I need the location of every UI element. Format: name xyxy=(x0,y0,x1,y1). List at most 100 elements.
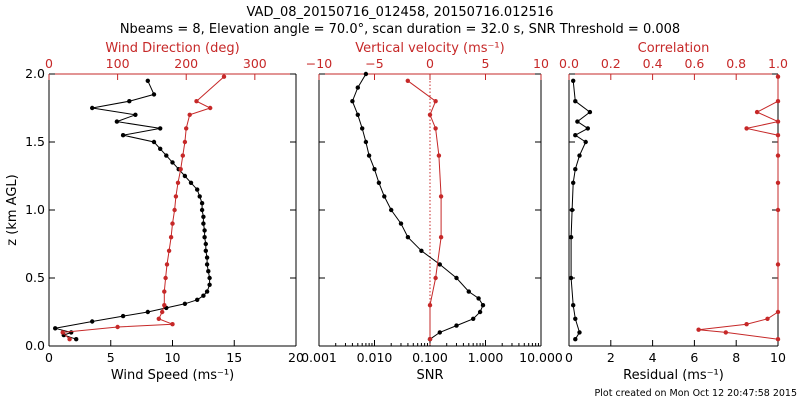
figure-title: VAD_08_20150716_012458, 20150716.012516 xyxy=(247,5,554,20)
red-data-point xyxy=(438,194,444,199)
black-data-point xyxy=(571,78,576,84)
red-data-point xyxy=(156,316,161,321)
red-data-point xyxy=(163,275,168,281)
x-tick-label-bottom: 0.100 xyxy=(412,350,448,365)
red-data-point xyxy=(173,194,179,199)
red-data-point xyxy=(60,330,65,335)
red-data-point xyxy=(744,126,749,131)
black-data-point xyxy=(202,228,207,233)
red-data-point xyxy=(164,262,170,267)
x-axis-label-top: Correlation xyxy=(638,41,710,56)
plot-created-footer: Plot created on Mon Oct 12 20:47:58 2015 xyxy=(595,388,797,399)
black-data-point xyxy=(389,207,394,213)
red-data-point xyxy=(765,316,770,321)
black-data-point xyxy=(366,153,372,158)
black-data-point xyxy=(74,337,79,342)
x-axis-label-bottom: Wind Speed (ms⁻¹) xyxy=(111,368,234,383)
black-data-point xyxy=(573,167,578,172)
black-data-point xyxy=(405,235,411,240)
black-data-point xyxy=(454,323,459,328)
red-data-point xyxy=(180,153,185,158)
red-data-point xyxy=(67,337,72,342)
red-data-point xyxy=(723,330,728,335)
x-tick-label-bottom: 10 xyxy=(165,350,181,365)
red-data-point xyxy=(427,112,433,118)
figure-subtitle: Nbeams = 8, Elevation angle = 70.0°, sca… xyxy=(120,22,680,37)
red-data-point xyxy=(754,109,760,115)
black-data-point xyxy=(569,207,575,213)
black-data-point xyxy=(151,92,157,97)
x-tick-label-top: 100 xyxy=(106,56,130,71)
x-tick-label-bottom: 2 xyxy=(607,350,615,365)
x-tick-label-top: 0.0 xyxy=(559,56,579,71)
black-data-point xyxy=(587,109,593,115)
red-series-line xyxy=(407,80,442,340)
x-tick-label-bottom: 10 xyxy=(770,350,786,365)
red-data-point xyxy=(162,303,167,308)
red-data-point xyxy=(427,337,433,342)
black-data-point xyxy=(188,180,194,185)
black-data-point xyxy=(199,207,205,213)
black-data-point xyxy=(69,330,74,335)
red-data-point xyxy=(775,153,781,158)
red-data-point xyxy=(182,139,188,145)
black-data-point xyxy=(437,330,442,335)
x-tick-label-bottom: 0.001 xyxy=(301,350,337,365)
black-data-point xyxy=(120,133,126,138)
black-data-point xyxy=(133,112,138,118)
red-data-point xyxy=(696,327,701,332)
red-data-point xyxy=(775,133,781,138)
black-data-point xyxy=(195,187,200,192)
black-data-point xyxy=(575,119,580,124)
black-data-point xyxy=(350,99,355,104)
x-tick-label-top: 10 xyxy=(533,56,549,71)
black-data-point xyxy=(201,293,206,298)
red-data-point xyxy=(433,126,438,131)
x-tick-label-bottom: 0.010 xyxy=(357,350,393,365)
black-data-point xyxy=(363,139,369,145)
black-data-point xyxy=(568,235,574,240)
black-data-point xyxy=(90,105,95,111)
red-data-point xyxy=(405,78,410,84)
black-data-point xyxy=(573,337,578,342)
x-tick-label-top: 300 xyxy=(243,56,267,71)
x-tick-label-top: 0.2 xyxy=(601,56,621,71)
red-data-point xyxy=(162,289,167,294)
red-data-point xyxy=(775,262,781,267)
black-data-point xyxy=(201,221,206,226)
red-data-point xyxy=(775,337,781,342)
red-data-point xyxy=(775,180,781,185)
black-data-point xyxy=(120,313,126,319)
black-data-point xyxy=(573,99,578,104)
x-tick-label-bottom: 5 xyxy=(107,350,115,365)
x-tick-label-top: −10 xyxy=(306,56,332,71)
black-data-point xyxy=(90,319,95,324)
red-data-point xyxy=(775,119,781,124)
red-data-point xyxy=(160,309,165,315)
x-tick-label-top: 5 xyxy=(482,56,490,71)
red-data-point xyxy=(438,235,444,240)
black-data-point xyxy=(158,146,163,151)
x-axis-label-top: Vertical velocity (ms⁻¹) xyxy=(355,41,504,56)
red-data-point xyxy=(775,99,781,104)
x-tick-label-top: 0.6 xyxy=(684,56,704,71)
x-tick-label-top: −5 xyxy=(365,56,383,71)
red-series-line xyxy=(61,76,225,340)
black-data-point xyxy=(206,269,211,274)
black-data-point xyxy=(182,173,188,179)
x-tick-label-top: 0.4 xyxy=(643,56,663,71)
black-data-point xyxy=(571,303,576,308)
black-data-point xyxy=(151,139,157,145)
x-tick-label-bottom: 0 xyxy=(565,350,573,365)
red-data-point xyxy=(175,180,181,185)
black-data-point xyxy=(158,126,163,131)
x-tick-label-bottom: 6 xyxy=(690,350,698,365)
x-axis-label-bottom: Residual (ms⁻¹) xyxy=(623,368,724,383)
black-data-point xyxy=(199,201,205,206)
black-data-point xyxy=(376,180,382,185)
red-data-point xyxy=(172,207,177,213)
red-data-point xyxy=(115,324,120,330)
x-tick-label-top: 0 xyxy=(426,56,434,71)
black-data-point xyxy=(203,241,208,247)
